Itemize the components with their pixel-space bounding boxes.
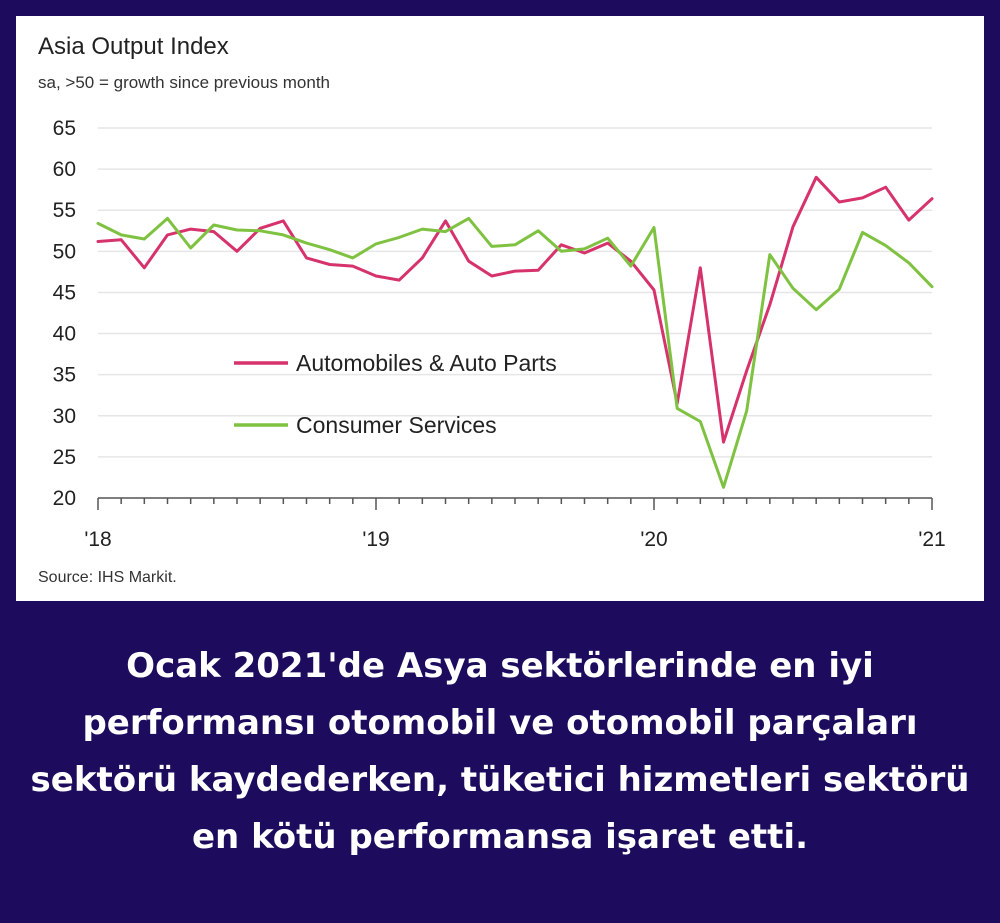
chart-card: Asia Output Index sa, >50 = growth since… bbox=[16, 16, 984, 601]
x-tick-label: '21 bbox=[918, 528, 945, 551]
y-tick-label: 30 bbox=[53, 405, 76, 428]
caption: Ocak 2021'de Asya sektörlerinde en iyi p… bbox=[30, 646, 970, 857]
x-tick-label: '19 bbox=[362, 528, 389, 551]
y-tick-label: 55 bbox=[53, 199, 76, 222]
x-tick-label: '20 bbox=[640, 528, 667, 551]
y-tick-label: 20 bbox=[53, 487, 76, 510]
line-chart: Asia Output Index sa, >50 = growth since… bbox=[38, 33, 946, 586]
y-axis: 20 25 30 35 40 45 50 55 60 65 bbox=[53, 117, 76, 510]
chart-subtitle: sa, >50 = growth since previous month bbox=[38, 73, 330, 92]
chart-title: Asia Output Index bbox=[38, 33, 229, 60]
y-tick-label: 40 bbox=[53, 323, 76, 346]
y-tick-label: 65 bbox=[53, 117, 76, 140]
y-tick-label: 50 bbox=[53, 240, 76, 263]
legend: Automobiles & Auto Parts Consumer Service… bbox=[234, 350, 557, 438]
x-tick-label: '18 bbox=[84, 528, 111, 551]
series-line-1 bbox=[96, 216, 934, 489]
legend-label: Consumer Services bbox=[296, 412, 497, 438]
y-tick-label: 60 bbox=[53, 158, 76, 181]
y-tick-label: 25 bbox=[53, 446, 76, 469]
y-tick-label: 45 bbox=[53, 281, 76, 304]
series-line-0 bbox=[96, 175, 934, 444]
source-note: Source: IHS Markit. bbox=[38, 569, 177, 586]
gridlines bbox=[98, 127, 932, 458]
x-axis: '18 '19 '20 '21 bbox=[84, 497, 946, 551]
series-lines bbox=[96, 175, 934, 489]
y-tick-label: 35 bbox=[53, 364, 76, 387]
legend-label: Automobiles & Auto Parts bbox=[296, 350, 557, 376]
